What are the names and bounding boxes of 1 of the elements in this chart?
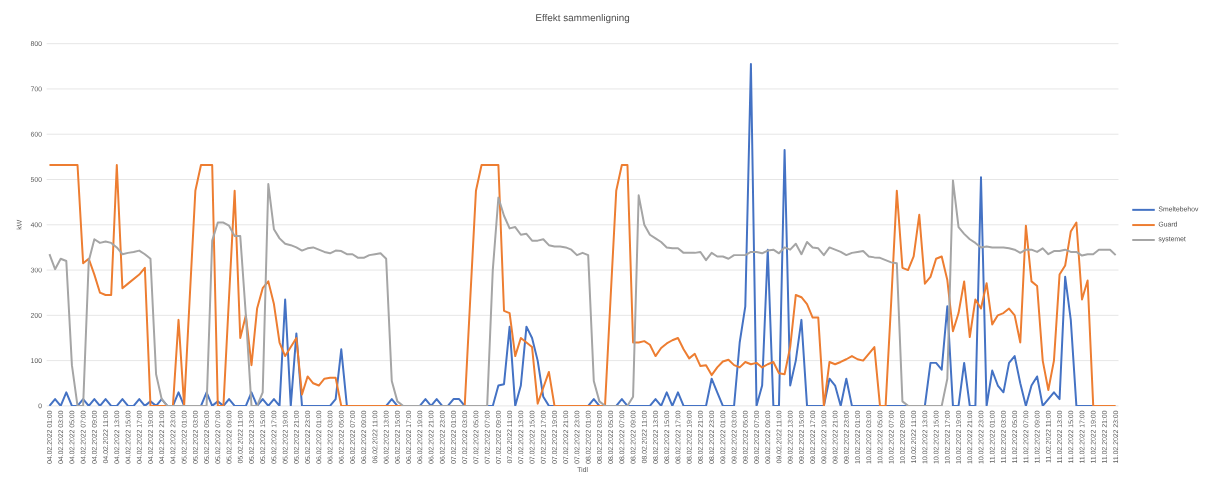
chart-title: Effekt sammenligning [536, 13, 630, 24]
